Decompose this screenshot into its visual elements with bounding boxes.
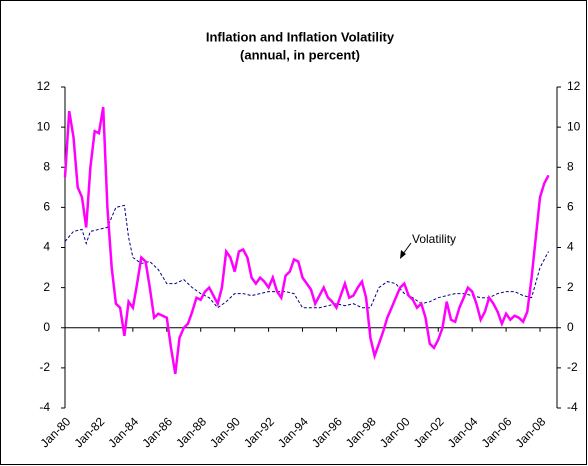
y-tick-label: -4: [39, 400, 50, 414]
y2-tick-label: -4: [567, 400, 578, 414]
chart-title: Inflation and Inflation Volatility: [206, 29, 395, 44]
y-tick-label: 2: [43, 280, 50, 294]
y-tick-label: 6: [43, 200, 50, 214]
y2-tick-label: 8: [567, 159, 574, 173]
y-tick-label: 4: [43, 240, 50, 254]
annotation-arrow: [402, 242, 412, 255]
y2-tick-label: 12: [567, 79, 581, 93]
y-tick-label: 12: [37, 79, 51, 93]
y2-tick-label: 2: [567, 280, 574, 294]
arrow-head: [400, 250, 406, 259]
annotation: Volatility: [412, 232, 456, 246]
series-line: [63, 106, 550, 375]
y-tick-label: -2: [39, 360, 50, 374]
y2-tick-label: 10: [567, 119, 581, 133]
y2-tick-label: 4: [567, 240, 574, 254]
y2-tick-label: -2: [567, 360, 578, 374]
chart-subtitle: (annual, in percent): [240, 47, 360, 62]
y-tick-label: 10: [37, 119, 51, 133]
y-tick-label: 8: [43, 159, 50, 173]
y2-tick-label: 0: [567, 320, 574, 334]
y2-tick-label: 6: [567, 200, 574, 214]
y-tick-label: 0: [43, 320, 50, 334]
